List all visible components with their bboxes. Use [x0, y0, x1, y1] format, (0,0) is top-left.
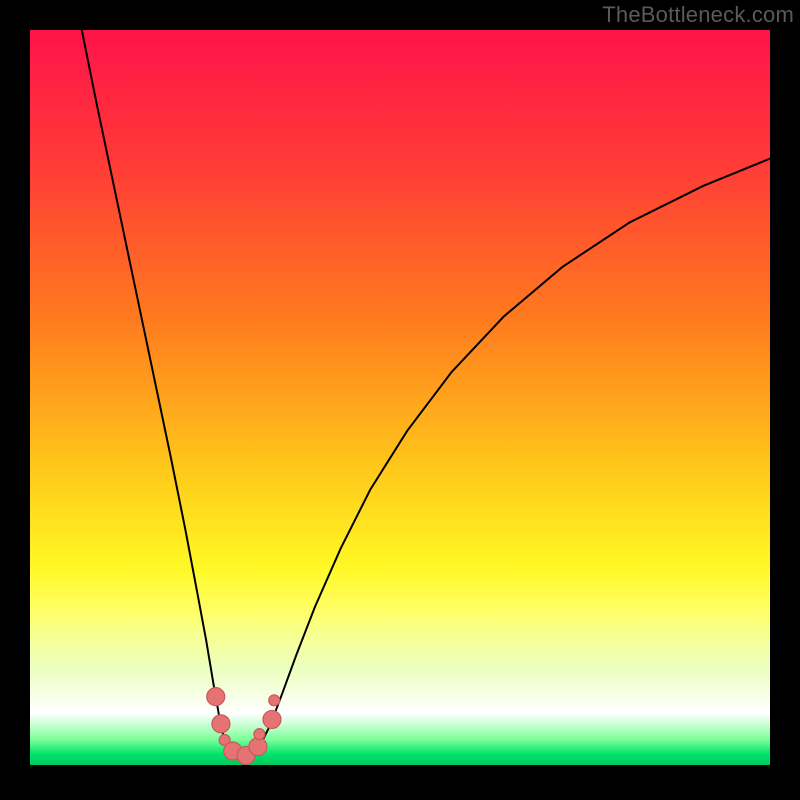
- data-marker: [269, 695, 280, 706]
- data-marker: [249, 738, 267, 756]
- data-marker: [254, 729, 265, 740]
- data-marker: [263, 710, 281, 728]
- watermark-text: TheBottleneck.com: [602, 2, 794, 28]
- chart-container: TheBottleneck.com: [0, 0, 800, 800]
- chart-svg: [0, 0, 800, 800]
- data-marker: [212, 715, 230, 733]
- gradient-background: [30, 30, 770, 765]
- data-marker: [207, 688, 225, 706]
